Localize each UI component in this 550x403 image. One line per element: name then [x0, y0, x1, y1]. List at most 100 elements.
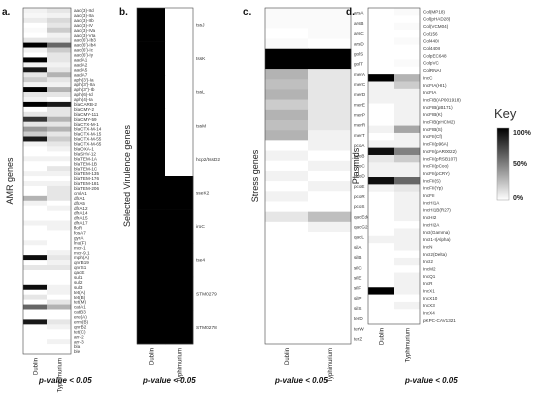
- row-label: mcr-9.1: [74, 250, 90, 255]
- row-label: IncFII(Yp): [423, 186, 443, 191]
- row-label: IncX4: [423, 311, 435, 316]
- row-label: blaCTX-M-55: [74, 137, 102, 142]
- heatmap-cell: [23, 279, 48, 286]
- row-label: Col(pHAD28): [423, 17, 451, 22]
- heatmap-cell: [47, 289, 72, 295]
- row-label: IncFIB(S): [423, 127, 443, 132]
- row-label: ColpVC: [423, 61, 440, 66]
- heatmap-cell: [368, 30, 395, 38]
- row-label: IncFIA: [423, 90, 437, 95]
- row-label: aadA7: [74, 72, 88, 77]
- heatmap-cell: [265, 242, 309, 253]
- heatmap-frame: [367, 7, 421, 325]
- row-label: IncX1: [423, 289, 435, 294]
- heatmap-cell: [265, 69, 309, 80]
- key-gradient-bar: [496, 127, 510, 201]
- heatmap-cell: [47, 284, 72, 291]
- heatmap-cell: [47, 185, 72, 192]
- row-label: aac(3)-IId: [74, 8, 94, 13]
- heatmap-cell: [368, 235, 395, 244]
- heatmap-cell: [394, 110, 421, 119]
- heatmap-cell: [47, 52, 72, 58]
- row-label: aac(3)-IV: [74, 23, 94, 28]
- heatmap-cell: [265, 48, 309, 60]
- heatmap-cell: [23, 210, 48, 216]
- heatmap-cell: [165, 276, 194, 311]
- heatmap-cell: [394, 125, 421, 134]
- row-label: aac(6')-Ib4: [74, 43, 96, 48]
- heatmap-cell: [23, 146, 48, 152]
- heatmap-cell: [394, 287, 421, 295]
- heatmap-cell: [47, 82, 72, 88]
- heatmap-cell: [265, 333, 309, 345]
- heatmap-cell: [368, 221, 395, 229]
- heatmap-cell: [368, 184, 395, 193]
- heatmap-cell: [47, 210, 72, 216]
- heatmap-cell: [394, 162, 421, 170]
- heatmap-cell: [47, 101, 72, 108]
- heatmap-cell: [47, 22, 72, 29]
- heatmap-cell: [368, 81, 395, 90]
- row-label: sul2: [74, 280, 83, 285]
- heatmap-cell: [47, 319, 72, 325]
- heatmap-cell: [137, 209, 166, 244]
- heatmap-cell: [308, 99, 352, 111]
- heatmap-cell: [23, 294, 48, 300]
- heatmap-cell: [137, 310, 166, 345]
- row-label: dfrA12: [74, 206, 88, 211]
- heatmap-cell: [23, 116, 48, 122]
- heatmap-cell: [368, 37, 395, 46]
- key-tick-50: 50%: [513, 161, 528, 168]
- row-label: IncFIB(pB171): [423, 105, 453, 110]
- heatmap-cell: [368, 103, 395, 112]
- row-label: blaTEM-1A: [74, 156, 98, 161]
- heatmap-cell: [308, 170, 352, 182]
- row-label: IncFII: [423, 193, 435, 198]
- heatmap-cell: [308, 191, 352, 202]
- row-label: aph(6)-Id: [74, 92, 93, 97]
- heatmap-cell: [308, 109, 352, 121]
- heatmap-cell: [265, 99, 309, 111]
- heatmap-cell: [265, 109, 309, 121]
- heatmap-cell: [47, 8, 72, 14]
- row-label: blaCTX-M-14: [74, 127, 102, 132]
- heatmap-cell: [137, 41, 166, 76]
- pvalue-caption-d: p-value < 0.05: [404, 376, 458, 385]
- heatmap-cell: [23, 329, 48, 335]
- heatmap-cell: [394, 44, 421, 53]
- row-label: IncI1-I(Alpha): [423, 237, 451, 242]
- heatmap-cell: [23, 314, 48, 320]
- heatmap-cell: [165, 75, 194, 110]
- heatmap-cell: [368, 169, 395, 178]
- heatmap-cell: [394, 177, 421, 185]
- heatmap-cell: [265, 79, 309, 90]
- row-label: STM0278: [196, 325, 217, 331]
- heatmap-cell: [265, 58, 309, 70]
- heatmap-cell: [47, 230, 72, 236]
- row-label: Col(VCM04): [423, 24, 449, 29]
- heatmap-cell: [308, 120, 352, 131]
- heatmap-cell: [394, 309, 421, 317]
- heatmap-panel-a: aac(3)-IIdaac(3)-IIaaac(3)-IIbaac(3)-IVa…: [2, 7, 102, 392]
- heatmap-cell: [368, 272, 395, 281]
- heatmap-cell: [368, 309, 395, 317]
- heatmap-cell: [265, 293, 309, 304]
- heatmap-cell: [23, 92, 48, 98]
- row-label: IncI(Gamma): [423, 230, 450, 235]
- heatmap-cell: [394, 221, 421, 229]
- column-label: Typhimurium: [58, 358, 64, 392]
- heatmap-cell: [265, 221, 309, 233]
- heatmap-cell: [394, 199, 421, 207]
- heatmap-cell: [23, 299, 48, 305]
- row-label: pcoE: [354, 184, 364, 189]
- heatmap-cell: [47, 339, 72, 345]
- heatmap-panel-c: arsA arsB arsC arsD golS golT merA merC merD merE…: [243, 7, 377, 382]
- heatmap-cell: [23, 8, 48, 14]
- row-label: catB3: [74, 310, 86, 315]
- heatmap-cell: [368, 287, 395, 295]
- heatmap-cell: [308, 48, 352, 60]
- heatmap-cell: [394, 257, 421, 266]
- row-label: silA: [354, 245, 362, 250]
- row-label: blaCARB-2: [74, 102, 97, 107]
